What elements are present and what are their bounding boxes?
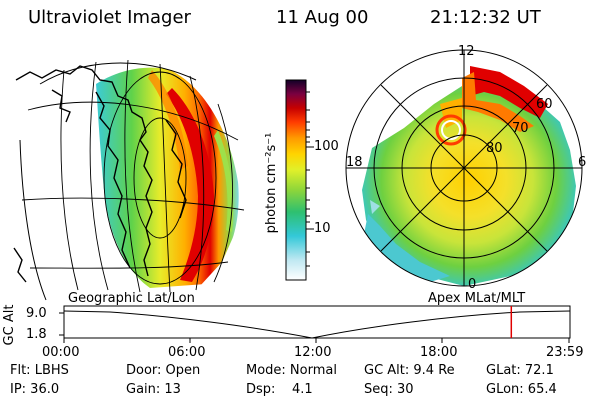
glon-info: GLon: 65.4 <box>486 382 557 397</box>
mode-info: Mode: Normal <box>246 363 337 378</box>
lat-label-80: 80 <box>486 141 503 156</box>
seq-info: Seq: 30 <box>364 382 414 397</box>
mlt-label-noon: 12 <box>458 44 475 59</box>
gain-info: Gain: 13 <box>126 382 181 397</box>
door-info: Door: Open <box>126 363 201 378</box>
instrument-title: Ultraviolet Imager <box>28 7 191 28</box>
mlt-label-midnight: 0 <box>468 277 477 292</box>
date-label: 11 Aug 00 <box>276 7 369 28</box>
mlt-label-dusk: 18 <box>346 155 363 170</box>
geographic-image <box>13 54 245 301</box>
gc-alt-info: GC Alt: 9.4 Re <box>364 363 455 378</box>
x-tick-label: 23:59 <box>546 345 584 360</box>
lat-label-70: 70 <box>512 121 529 136</box>
ip-info: IP: 36.0 <box>10 382 60 397</box>
y-tick-label: 1.8 <box>26 327 47 342</box>
timeline-left-title: Geographic Lat/Lon <box>68 291 195 306</box>
colorbar-tick-label: 100 <box>314 139 339 154</box>
y-tick-label: 9.0 <box>26 306 47 321</box>
lat-label-60: 60 <box>536 97 553 112</box>
x-tick-label: 00:00 <box>42 345 80 360</box>
colorbar-tick-label: 10 <box>314 221 331 236</box>
glat-info: GLat: 72.1 <box>486 363 554 378</box>
timeline-plot <box>59 305 571 343</box>
colorbar-unit-label: photon cm⁻²s⁻¹ <box>264 132 279 234</box>
timeline-right-title: Apex MLat/MLT <box>428 291 526 306</box>
x-tick-label: 12:00 <box>294 345 332 360</box>
dsp-info: Dsp: 4.1 <box>246 382 313 397</box>
polar-plot <box>345 49 583 287</box>
filter-info: Flt: LBHS <box>10 363 69 378</box>
colorbar <box>285 79 314 281</box>
mlt-label-dawn: 6 <box>578 155 587 170</box>
time-label: 21:12:32 UT <box>430 7 541 28</box>
colorbar-ticks <box>306 91 314 267</box>
x-tick-label: 18:00 <box>420 345 458 360</box>
timeline-axis-label: GC Alt <box>2 304 17 346</box>
x-tick-label: 06:00 <box>168 345 206 360</box>
